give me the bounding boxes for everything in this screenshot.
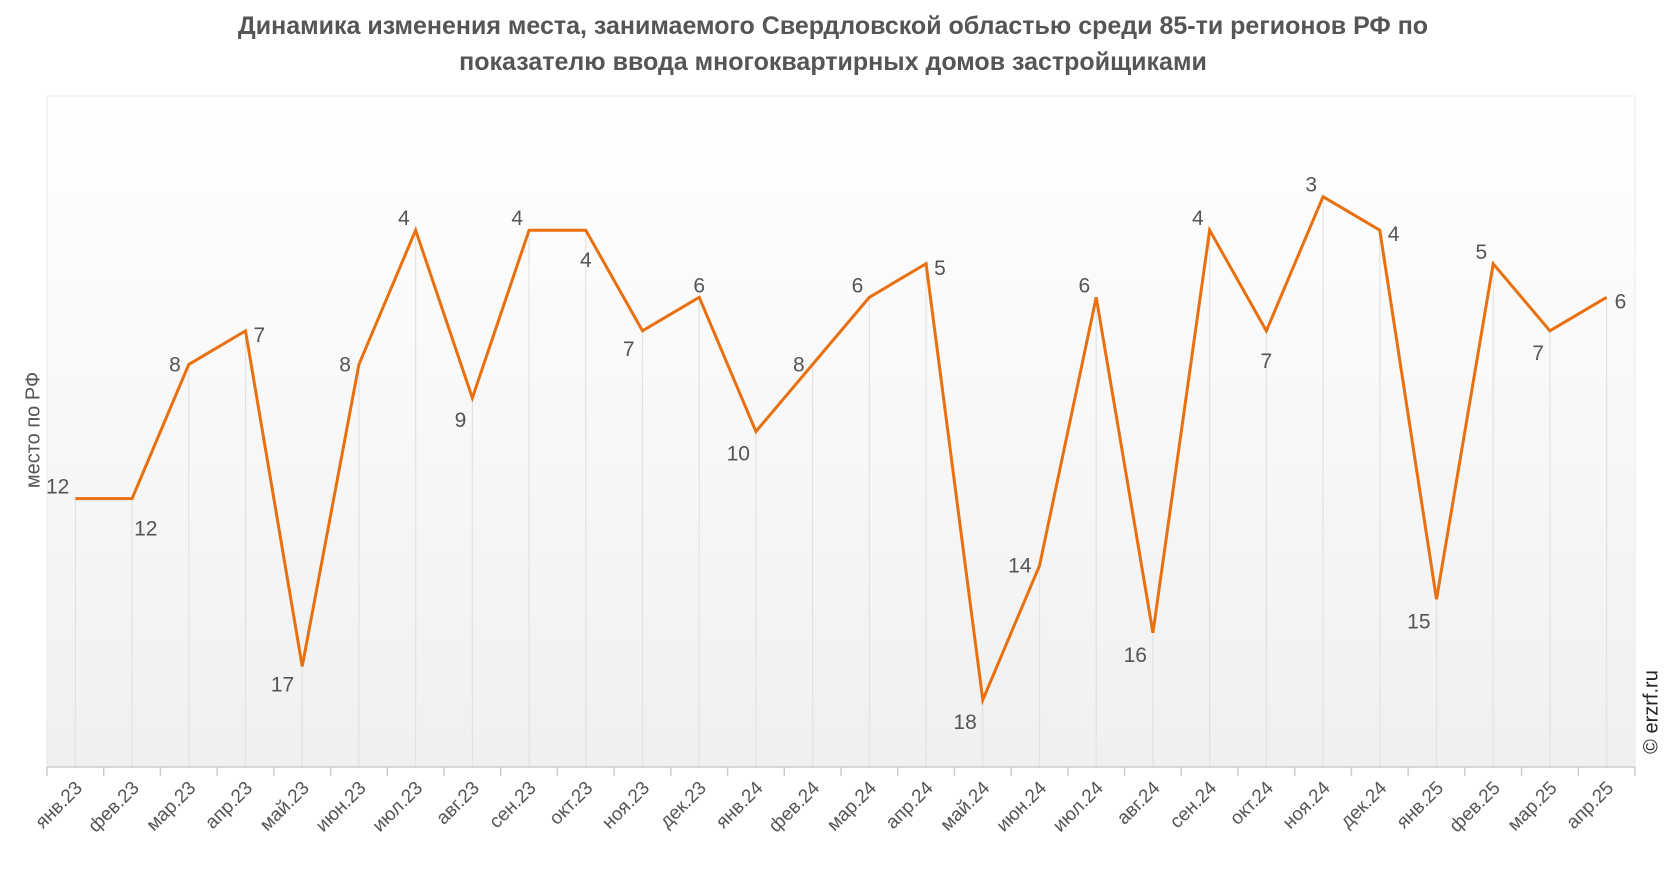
x-tick-label: мар.23 (143, 778, 201, 836)
x-tick-label: июн.24 (993, 777, 1052, 836)
data-label: 4 (1388, 223, 1400, 246)
x-tick-label: ноя.23 (598, 778, 654, 834)
data-label: 7 (1532, 342, 1544, 365)
x-tick-label: окт.24 (1226, 777, 1278, 829)
data-label: 18 (953, 711, 976, 734)
data-label: 6 (852, 274, 864, 297)
x-tick-label: июл.23 (369, 778, 428, 837)
x-tick-label: янв.25 (1393, 778, 1448, 833)
data-label: 9 (455, 409, 467, 432)
data-label: 16 (1124, 644, 1147, 667)
x-tick-label: мар.24 (823, 777, 881, 835)
data-label: 17 (271, 673, 294, 696)
series-line (75, 194, 1608, 706)
data-label: 4 (1192, 207, 1204, 230)
x-tick-label: окт.23 (546, 778, 598, 830)
chart-title-line2: показателю ввода многоквартирных домов з… (459, 48, 1207, 76)
data-label: 7 (623, 338, 635, 361)
data-label: 4 (511, 207, 523, 230)
plot-area (46, 95, 1636, 768)
x-tick-label: сен.24 (1166, 777, 1221, 832)
data-label: 8 (339, 353, 351, 376)
data-label: 4 (398, 207, 410, 230)
x-tick-label: фев.25 (1446, 778, 1505, 837)
x-tick-label: апр.25 (1562, 778, 1618, 834)
data-label: 8 (793, 353, 805, 376)
x-tick-label: июн.23 (312, 778, 371, 837)
x-tick-label: янв.24 (712, 777, 768, 833)
x-tick-label: авг.23 (432, 778, 483, 829)
data-label: 8 (169, 353, 181, 376)
data-label: 5 (934, 257, 946, 280)
x-tick-label: янв.23 (32, 778, 87, 833)
data-label: 10 (727, 443, 750, 466)
data-label: 3 (1305, 174, 1317, 197)
data-label: 6 (1079, 274, 1091, 297)
data-label: 12 (46, 476, 69, 499)
data-label: 12 (134, 518, 157, 541)
data-label: 7 (1261, 350, 1273, 373)
data-label: 7 (254, 324, 266, 347)
chart-title-line1: Динамика изменения места, занимаемого Св… (237, 12, 1429, 40)
x-tick-label: ноя.24 (1279, 777, 1335, 833)
x-tick-label: дек.24 (1337, 777, 1392, 832)
data-label: 5 (1476, 241, 1488, 264)
x-tick-label: май.23 (256, 778, 314, 836)
x-tick-label: фев.23 (84, 778, 143, 837)
x-tick-label: мар.25 (1504, 778, 1562, 836)
x-tick-label: апр.23 (201, 778, 257, 834)
x-tick-label: авг.24 (1113, 777, 1165, 829)
x-tick-label: июл.24 (1049, 777, 1108, 836)
data-label: 15 (1407, 610, 1430, 633)
x-tick-label: сен.23 (485, 778, 540, 833)
data-label: 6 (1615, 290, 1627, 313)
data-label: 6 (693, 274, 705, 297)
x-tick-label: фев.24 (765, 777, 824, 836)
data-label: 14 (1008, 555, 1032, 578)
chart-title: Динамика изменения места, занимаемого Св… (0, 8, 1666, 80)
x-tick-label: дек.23 (656, 778, 711, 833)
data-label: 4 (580, 249, 592, 272)
x-tick-label: май.24 (937, 777, 995, 835)
x-tick-label: апр.24 (882, 777, 938, 833)
